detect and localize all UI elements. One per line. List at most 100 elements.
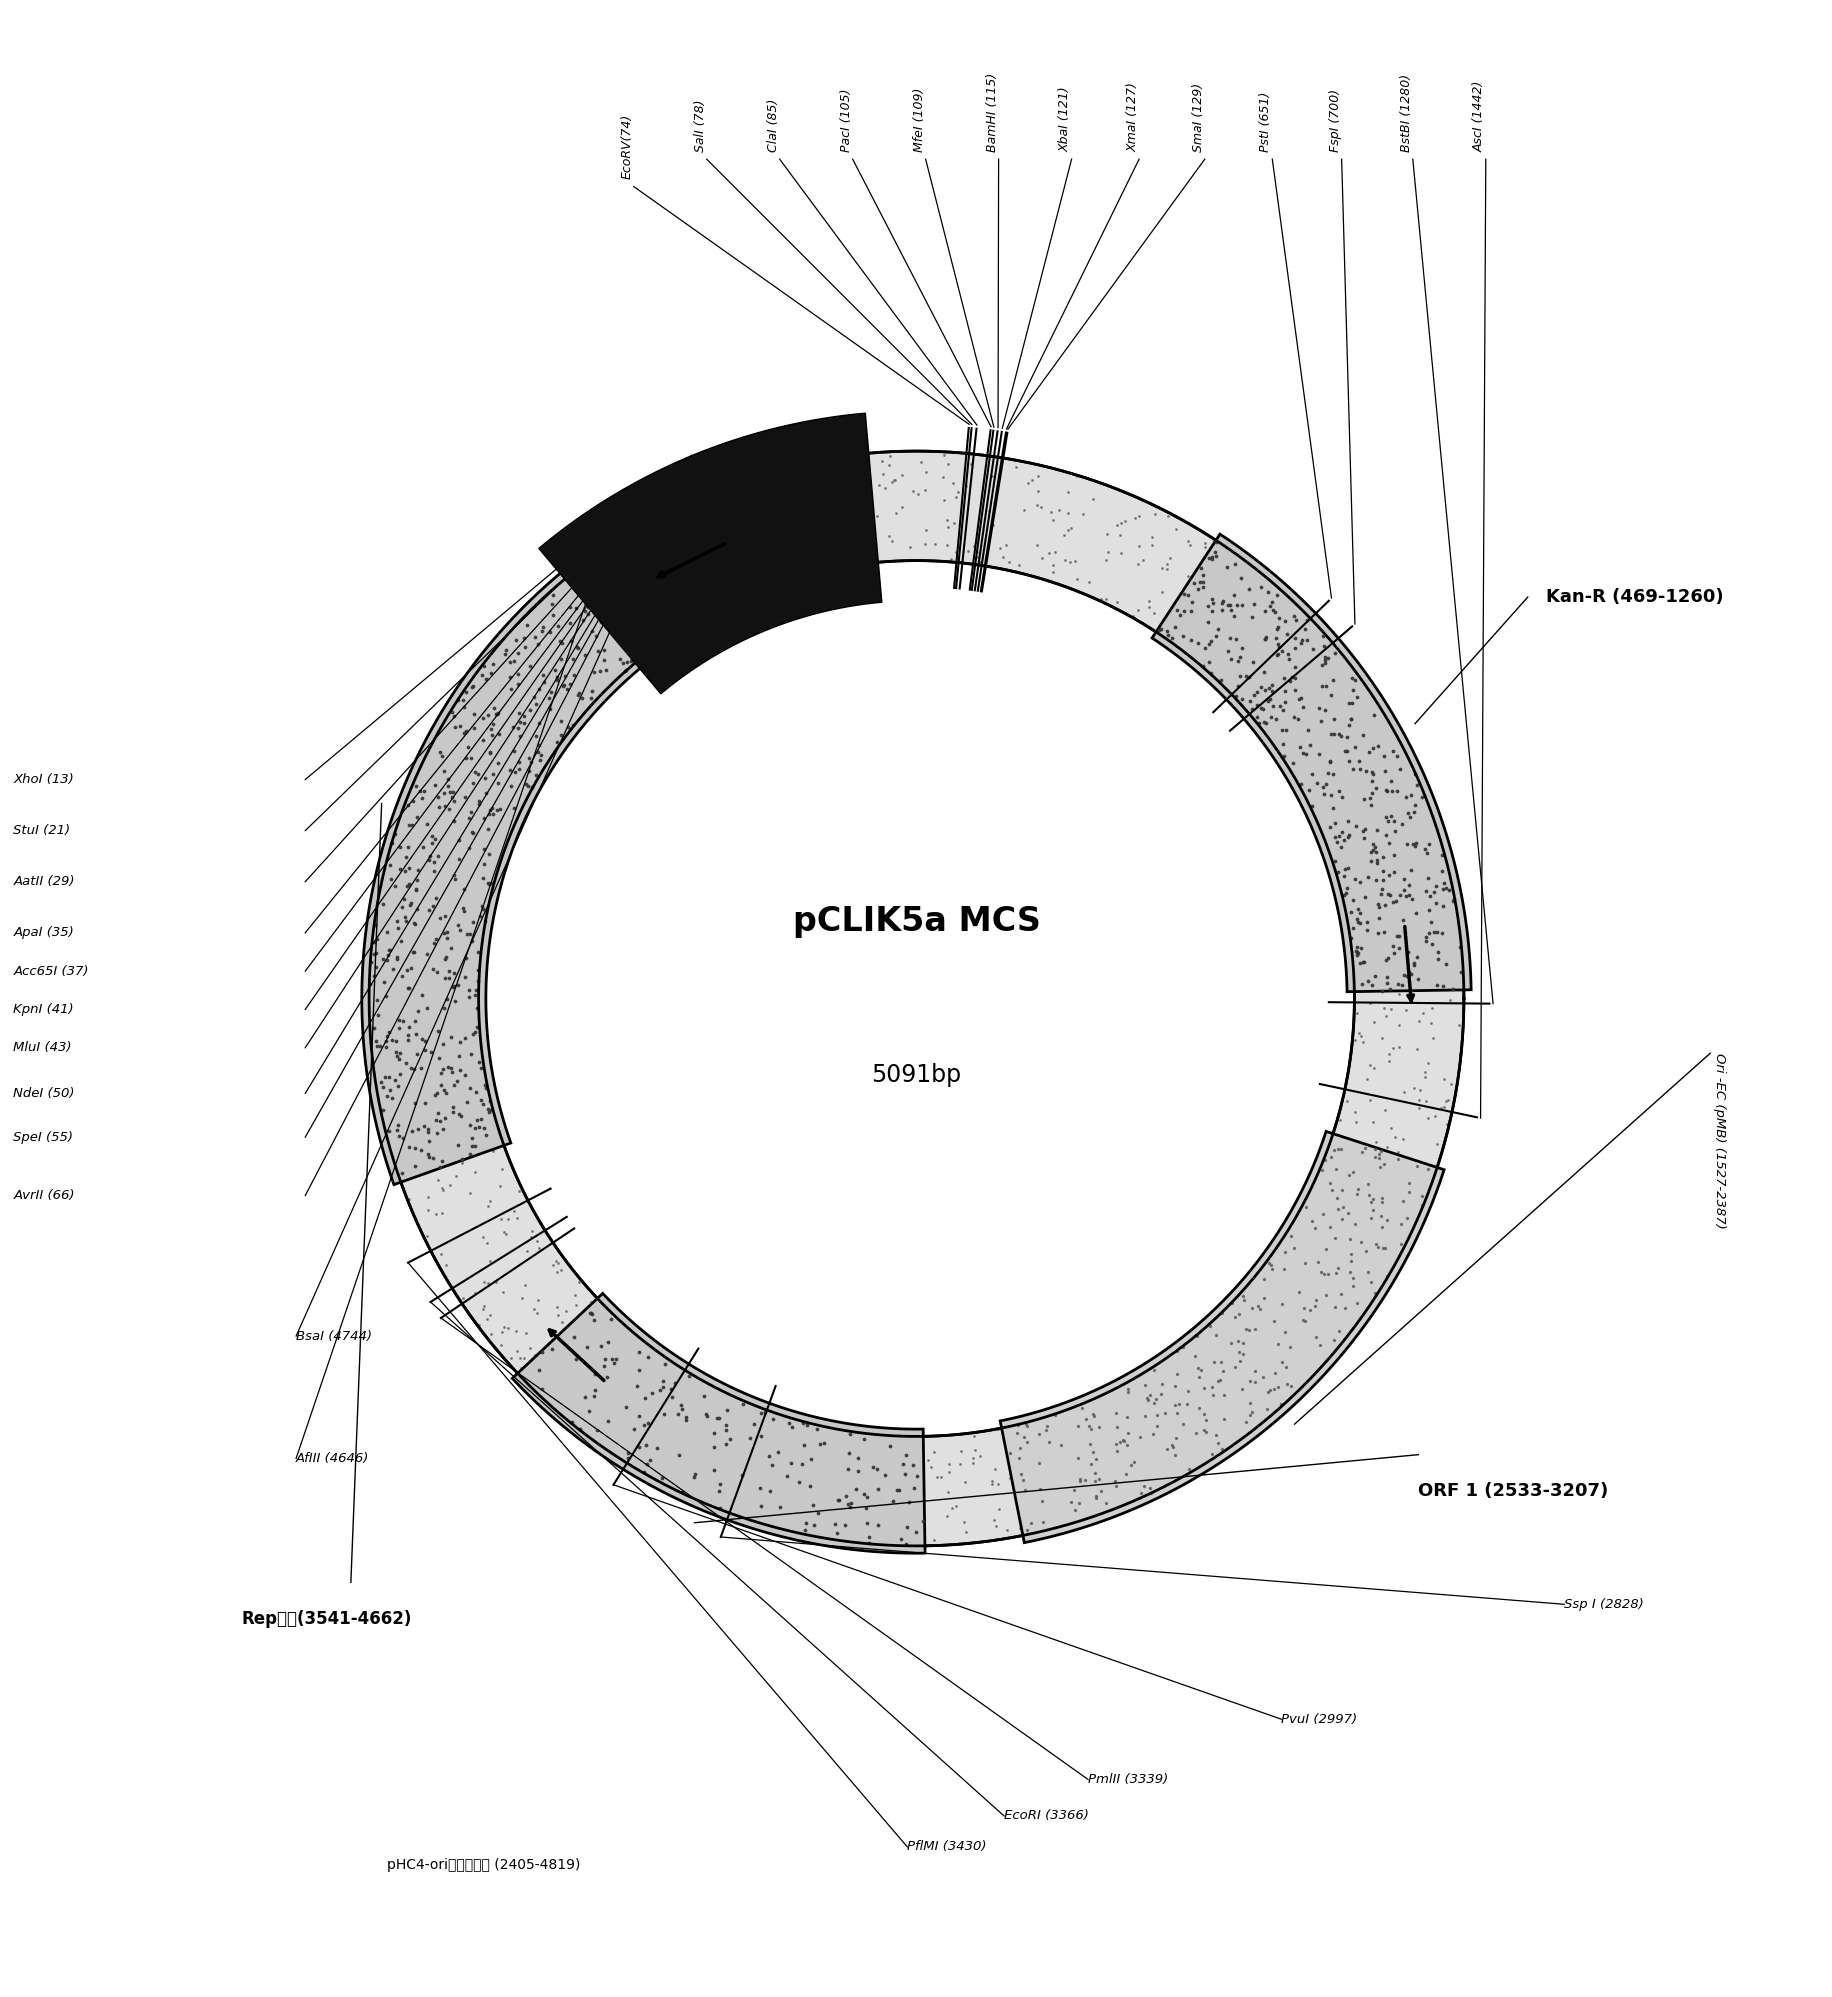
Point: [575, 1304, 605, 1336]
Point: [416, 833, 445, 865]
Point: [638, 617, 667, 649]
Point: [1325, 1148, 1354, 1180]
Point: [456, 671, 485, 703]
Point: [414, 1068, 443, 1100]
Point: [392, 871, 421, 903]
Point: [738, 479, 768, 511]
Point: [399, 1022, 429, 1054]
Point: [559, 643, 588, 675]
Point: [1231, 691, 1260, 723]
Point: [898, 475, 927, 507]
Point: [1407, 1180, 1436, 1212]
Point: [440, 699, 469, 731]
Point: [504, 747, 533, 779]
Point: [1370, 801, 1400, 833]
Point: [1191, 1416, 1220, 1448]
Point: [533, 707, 562, 739]
Point: [1341, 939, 1370, 971]
Point: [1039, 1460, 1068, 1492]
Point: [1361, 845, 1390, 877]
Point: [432, 917, 462, 949]
Point: [524, 707, 553, 739]
Point: [1321, 1290, 1350, 1322]
Point: [665, 1432, 694, 1464]
Point: [440, 899, 469, 931]
Point: [658, 587, 687, 619]
Point: [533, 635, 562, 667]
Point: [788, 1430, 817, 1462]
Point: [451, 793, 480, 825]
Point: [403, 801, 432, 833]
Point: [542, 711, 572, 743]
Point: [1033, 537, 1063, 569]
Point: [639, 1448, 669, 1480]
Point: [1303, 1180, 1332, 1212]
Point: [702, 535, 731, 567]
Point: [1011, 1426, 1041, 1458]
Point: [1336, 1224, 1365, 1256]
Polygon shape: [539, 413, 881, 693]
Point: [1310, 695, 1339, 727]
Point: [588, 571, 617, 603]
Point: [1238, 611, 1268, 643]
Point: [431, 789, 460, 821]
Point: [1427, 971, 1456, 1002]
Point: [832, 1520, 861, 1552]
Point: [1169, 1400, 1198, 1432]
Point: [1345, 879, 1374, 911]
Point: [705, 491, 735, 523]
Point: [1171, 1344, 1200, 1376]
Point: [522, 753, 551, 785]
Point: [1033, 1426, 1063, 1458]
Point: [1061, 1494, 1090, 1526]
Point: [451, 1022, 480, 1054]
Point: [878, 1486, 907, 1518]
Point: [1369, 1148, 1398, 1180]
Point: [1009, 1418, 1039, 1450]
Point: [1218, 601, 1248, 633]
Point: [835, 535, 865, 567]
Point: [572, 1330, 601, 1362]
Point: [625, 571, 654, 603]
Point: [905, 1510, 934, 1542]
Point: [465, 1052, 495, 1084]
Point: [1310, 1304, 1339, 1336]
Point: [883, 1424, 912, 1456]
Point: [484, 767, 513, 799]
Point: [685, 485, 714, 517]
Point: [590, 561, 619, 593]
Point: [1064, 1488, 1094, 1520]
Point: [418, 953, 447, 985]
Point: [1224, 1366, 1253, 1398]
Point: [1251, 707, 1281, 739]
Point: [1365, 879, 1394, 911]
Point: [1290, 1306, 1319, 1338]
Point: [1277, 1232, 1306, 1264]
Point: [711, 1410, 740, 1442]
Point: [1079, 1400, 1108, 1432]
Point: [1348, 1276, 1378, 1308]
Point: [1306, 1256, 1336, 1288]
Point: [454, 981, 484, 1012]
Point: [1429, 941, 1458, 973]
Point: [1356, 1234, 1385, 1266]
Point: [1348, 967, 1378, 998]
Point: [1312, 641, 1341, 673]
Point: [1125, 1438, 1154, 1470]
Point: [780, 1416, 810, 1448]
Point: [1092, 1488, 1121, 1520]
Point: [1400, 789, 1429, 821]
Point: [1172, 1454, 1202, 1486]
Point: [432, 1076, 462, 1108]
Point: [1390, 961, 1420, 993]
Point: [385, 831, 414, 863]
Point: [940, 535, 969, 567]
Point: [1050, 1458, 1079, 1490]
Point: [467, 889, 496, 921]
Point: [463, 737, 493, 769]
Point: [416, 977, 445, 1008]
Point: [1293, 1188, 1323, 1220]
Point: [1059, 545, 1088, 577]
Point: [1270, 1252, 1299, 1284]
Point: [1196, 587, 1226, 619]
